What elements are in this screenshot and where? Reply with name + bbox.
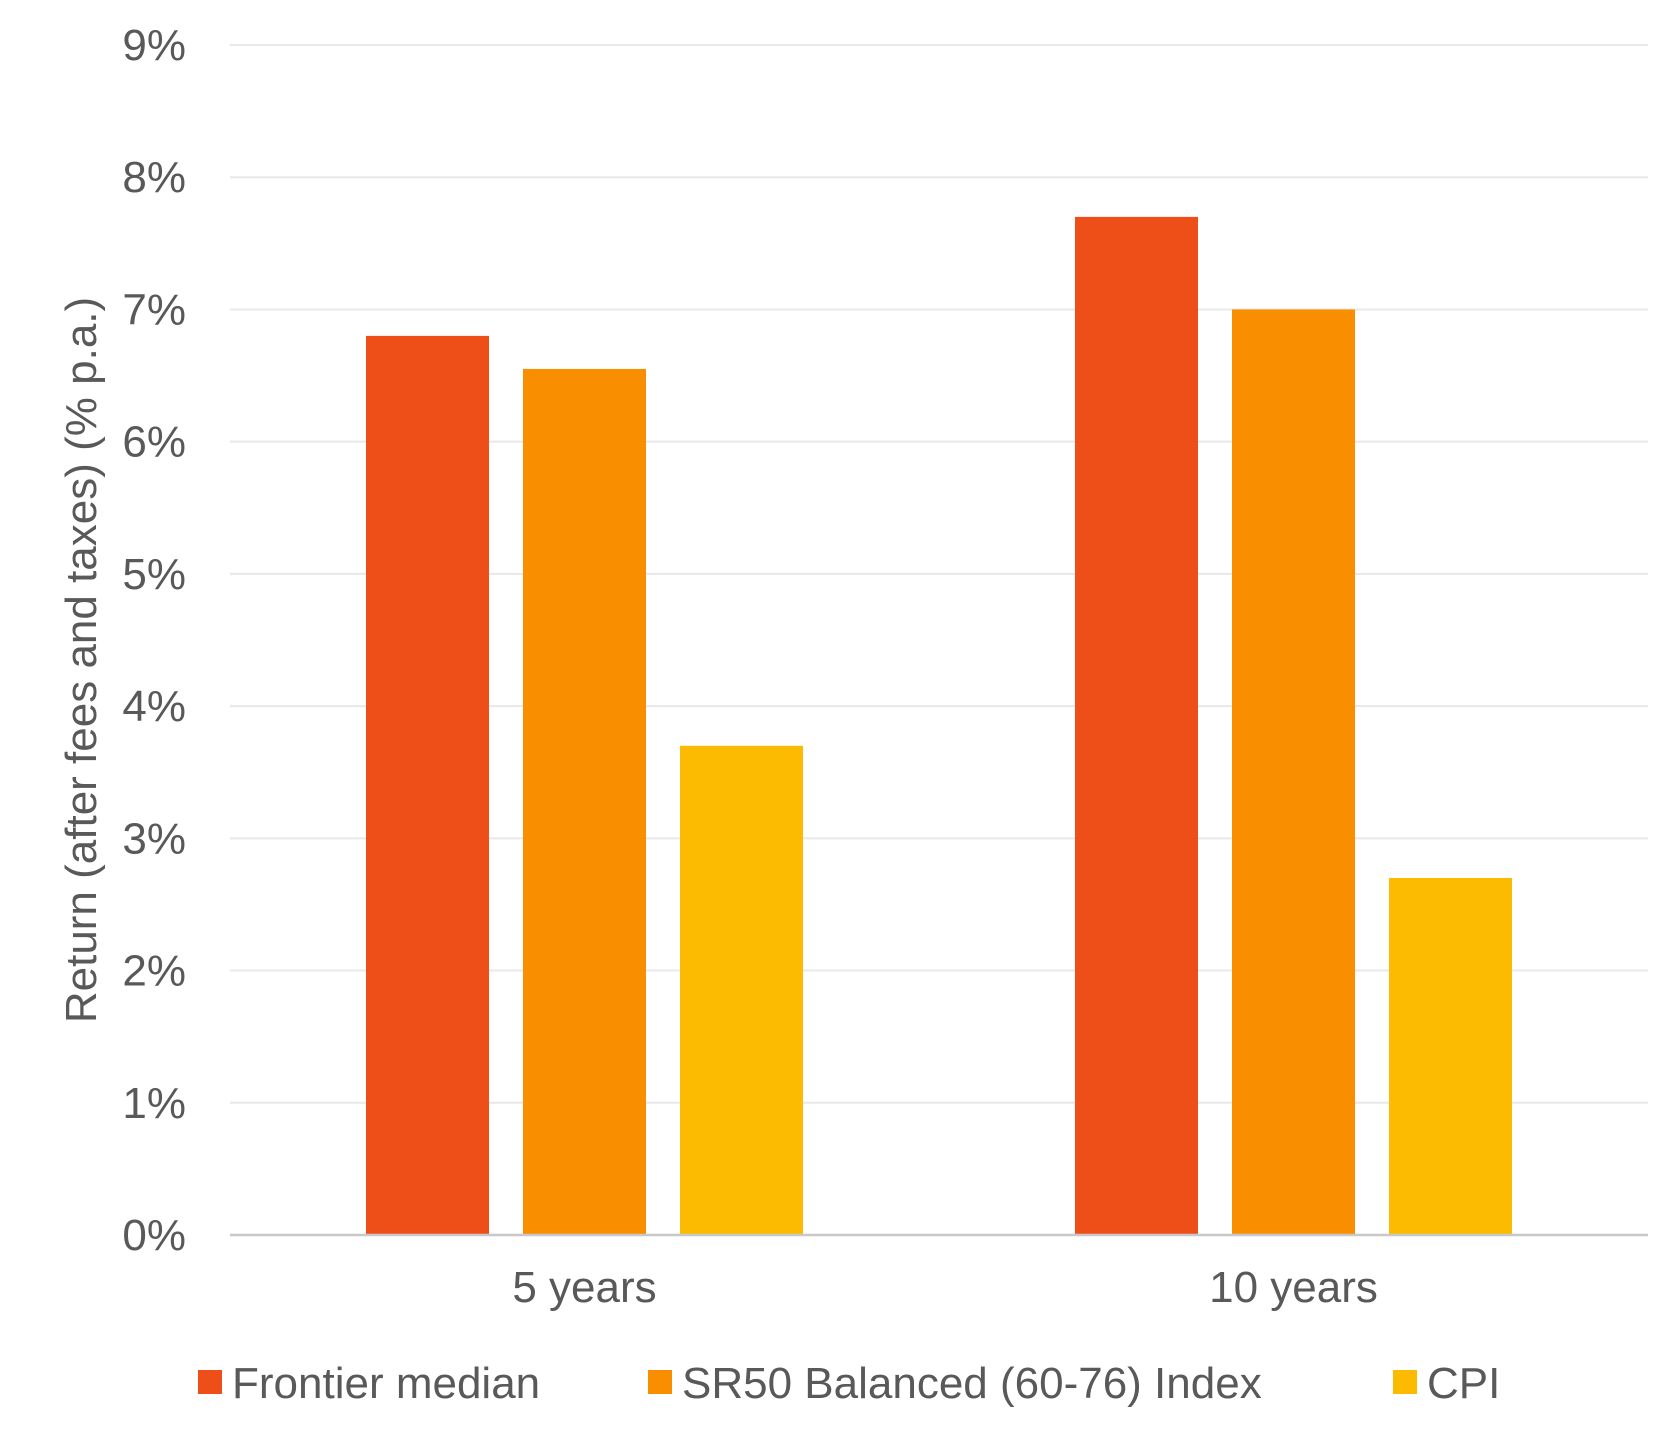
- x-tick-label: 5 years: [512, 1263, 656, 1312]
- x-tick-label: 10 years: [1209, 1263, 1378, 1312]
- y-tick-label: 0%: [122, 1211, 186, 1260]
- y-tick-label: 4%: [122, 682, 186, 731]
- y-tick-label: 2%: [122, 947, 186, 996]
- y-tick-label: 6%: [122, 418, 186, 467]
- bar-5-years-series-1: [366, 335, 489, 1235]
- legend-label: CPI: [1427, 1359, 1500, 1408]
- bar-10-years-series-2: [1232, 309, 1355, 1235]
- bar-10-years-series-1: [1075, 216, 1198, 1235]
- x-tick-labels: 5 years 10 years: [512, 1263, 1378, 1312]
- legend-swatch: [648, 1370, 672, 1394]
- bars: [366, 216, 1512, 1235]
- legend-swatch: [1393, 1370, 1417, 1394]
- y-tick-label: 8%: [122, 153, 186, 202]
- y-tick-label: 3%: [122, 814, 186, 863]
- y-axis-title: Return (after fees and taxes) (% p.a.): [57, 297, 106, 1023]
- bar-10-years-series-3: [1389, 878, 1512, 1235]
- y-tick-label: 1%: [122, 1079, 186, 1128]
- bar-5-years-series-3: [680, 745, 803, 1235]
- y-tick-label: 9%: [122, 21, 186, 70]
- legend: Frontier median SR50 Balanced (60-76) Ind…: [198, 1359, 1500, 1408]
- y-tick-label: 5%: [122, 550, 186, 599]
- legend-swatch: [198, 1370, 222, 1394]
- bar-5-years-series-2: [523, 368, 646, 1235]
- legend-label: Frontier median: [232, 1359, 540, 1408]
- y-tick-label: 7%: [122, 285, 186, 334]
- y-tick-labels: 0% 1% 2% 3% 4% 5% 6% 7% 8% 9%: [122, 21, 186, 1260]
- legend-label: SR50 Balanced (60-76) Index: [682, 1359, 1262, 1408]
